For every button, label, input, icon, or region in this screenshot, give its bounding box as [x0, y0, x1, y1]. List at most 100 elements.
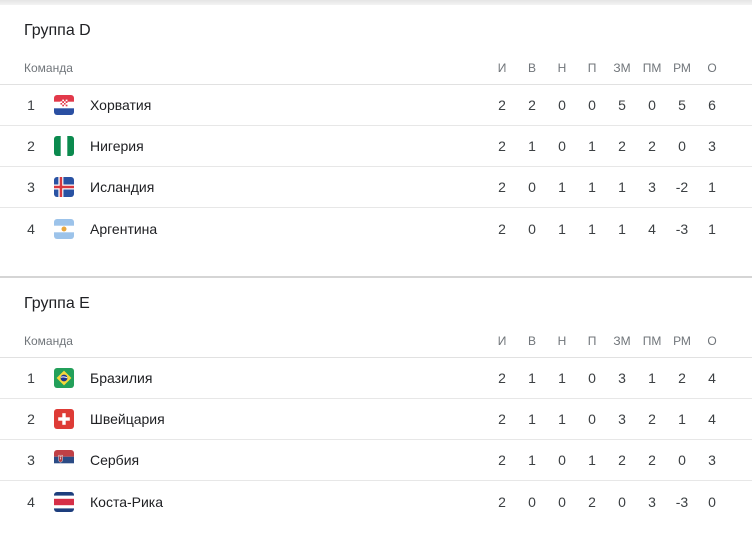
stat-column-header-ЗМ: ЗМ: [613, 334, 631, 348]
stat-value-РМ: 0: [678, 452, 686, 468]
rank-label: 2: [27, 411, 35, 427]
team-name: Нигерия: [90, 138, 144, 154]
section-spacer: [0, 522, 752, 548]
team-name: Швейцария: [90, 411, 165, 427]
stat-value-ЗМ: 5: [618, 97, 626, 113]
stat-value-РМ: 2: [678, 370, 686, 386]
stat-column-header-И: И: [497, 334, 507, 348]
table-body: 1 Хорватия 2 2 0 0 5 0 5 6 2 Нигерия 2 1 0 1 2 2 0 3 3 Исл…: [0, 85, 752, 249]
stat-value-В: 1: [528, 452, 536, 468]
group-title: Группа E: [24, 295, 90, 312]
table-header: Команда И В Н П ЗМ ПМ РМ О: [0, 45, 752, 85]
stat-value-О: 6: [708, 97, 716, 113]
table-row[interactable]: 1 Бразилия 2 1 1 0 3 1 2 4: [0, 358, 752, 399]
stat-column-header-И: И: [497, 61, 507, 75]
stat-value-ЗМ: 3: [618, 411, 626, 427]
stat-value-Н: 0: [558, 452, 566, 468]
table-header: Команда И В Н П ЗМ ПМ РМ О: [0, 318, 752, 358]
rank-label: 2: [27, 138, 35, 154]
stat-column-header-ЗМ: ЗМ: [613, 61, 631, 75]
stat-value-ЗМ: 2: [618, 452, 626, 468]
stat-value-И: 2: [498, 493, 506, 510]
flag-brazil-icon: [54, 368, 74, 388]
section-spacer: [0, 249, 752, 276]
stat-value-Н: 0: [558, 97, 566, 113]
flag-costa_rica-icon: [54, 491, 74, 512]
team-name: Сербия: [90, 452, 140, 468]
stat-value-В: 0: [528, 493, 536, 510]
team-column-label: Команда: [24, 334, 73, 348]
top-divider-strip: [0, 0, 752, 5]
stat-column-header-РМ: РМ: [673, 61, 691, 75]
stat-value-Н: 0: [558, 138, 566, 154]
team-name: Бразилия: [90, 370, 153, 386]
stat-value-О: 0: [708, 493, 716, 510]
stat-value-РМ: 1: [678, 411, 686, 427]
stat-value-П: 1: [588, 179, 596, 195]
stat-value-РМ: -3: [675, 220, 689, 237]
stat-value-ЗМ: 1: [618, 179, 626, 195]
stat-value-ПМ: 2: [648, 452, 656, 468]
stat-value-П: 0: [588, 411, 596, 427]
stat-value-ПМ: 2: [648, 411, 656, 427]
table-row[interactable]: 3 Сербия 2 1 0 1 2 2 0 3: [0, 440, 752, 481]
stat-value-Н: 1: [558, 179, 566, 195]
stat-value-ЗМ: 1: [618, 220, 626, 237]
flag-iceland-icon: [54, 177, 74, 197]
stat-value-И: 2: [498, 97, 506, 113]
flag-switzerland-icon: [54, 409, 74, 429]
stat-column-header-Н: Н: [557, 334, 567, 348]
stat-value-ПМ: 4: [648, 220, 656, 237]
team-name: Исландия: [90, 179, 155, 195]
group-section-d: Группа D Команда И В Н П ЗМ ПМ РМ О 1 Хорватия 2…: [0, 5, 752, 276]
stat-value-Н: 1: [558, 411, 566, 427]
stat-value-О: 4: [708, 411, 716, 427]
stat-value-Н: 0: [558, 493, 566, 510]
team-name: Хорватия: [90, 97, 152, 113]
table-row[interactable]: 3 Исландия 2 0 1 1 1 3 -2 1: [0, 167, 752, 208]
stat-value-ЗМ: 3: [618, 370, 626, 386]
flag-argentina-icon: [54, 218, 74, 239]
stat-value-ПМ: 0: [648, 97, 656, 113]
stat-value-П: 0: [588, 370, 596, 386]
stat-value-В: 1: [528, 370, 536, 386]
stat-value-П: 2: [588, 493, 596, 510]
stat-value-В: 2: [528, 97, 536, 113]
stat-value-П: 1: [588, 452, 596, 468]
rank-label: 1: [27, 97, 35, 113]
stat-value-И: 2: [498, 220, 506, 237]
group-title: Группа D: [24, 22, 91, 39]
rank-label: 1: [27, 370, 35, 386]
team-column-label: Команда: [24, 61, 73, 75]
table-row[interactable]: 1 Хорватия 2 2 0 0 5 0 5 6: [0, 85, 752, 126]
table-row[interactable]: 4 Аргентина 2 0 1 1 1 4 -3 1: [0, 208, 752, 249]
table-row[interactable]: 2 Нигерия 2 1 0 1 2 2 0 3: [0, 126, 752, 167]
table-row[interactable]: 4 Коста-Рика 2 0 0 2 0 3 -3 0: [0, 481, 752, 522]
stat-value-В: 1: [528, 411, 536, 427]
stat-value-П: 1: [588, 138, 596, 154]
rank-label: 4: [27, 220, 35, 237]
stat-value-РМ: 0: [678, 138, 686, 154]
rank-label: 3: [27, 179, 35, 195]
stat-value-ПМ: 3: [648, 493, 656, 510]
stat-value-ПМ: 2: [648, 138, 656, 154]
stat-column-header-П: П: [587, 334, 597, 348]
table-row[interactable]: 2 Швейцария 2 1 1 0 3 2 1 4: [0, 399, 752, 440]
stat-value-О: 1: [708, 220, 716, 237]
stat-value-О: 3: [708, 138, 716, 154]
stat-value-О: 1: [708, 179, 716, 195]
stat-column-header-РМ: РМ: [673, 334, 691, 348]
stat-value-П: 1: [588, 220, 596, 237]
stat-column-header-ПМ: ПМ: [642, 61, 662, 75]
stat-value-ЗМ: 0: [618, 493, 626, 510]
stat-column-header-ПМ: ПМ: [642, 334, 662, 348]
stat-column-header-Н: Н: [557, 61, 567, 75]
stat-value-И: 2: [498, 452, 506, 468]
stat-value-О: 3: [708, 452, 716, 468]
stat-column-header-О: О: [707, 334, 717, 348]
stat-value-И: 2: [498, 138, 506, 154]
stat-value-РМ: 5: [678, 97, 686, 113]
stat-value-И: 2: [498, 370, 506, 386]
team-name: Аргентина: [90, 220, 158, 237]
stat-column-header-О: О: [707, 61, 717, 75]
